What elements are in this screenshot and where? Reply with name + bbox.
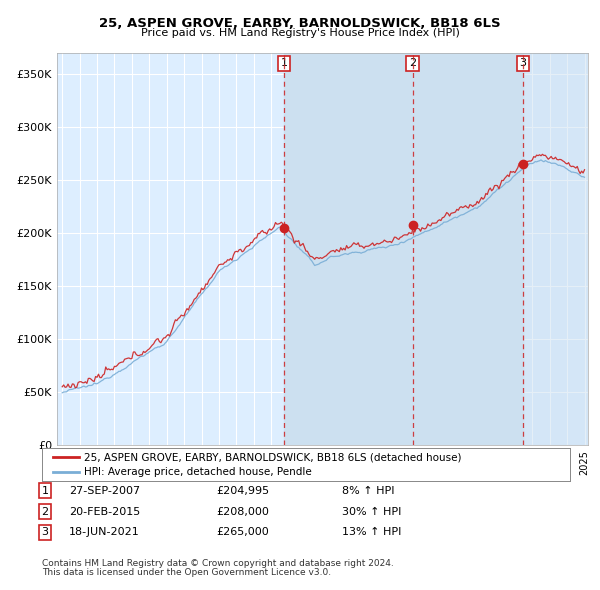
Text: Contains HM Land Registry data © Crown copyright and database right 2024.: Contains HM Land Registry data © Crown c… [42,559,394,568]
Text: HPI: Average price, detached house, Pendle: HPI: Average price, detached house, Pend… [84,467,312,477]
Text: 20-FEB-2015: 20-FEB-2015 [69,507,140,516]
Bar [523,53,588,445]
Text: 25, ASPEN GROVE, EARBY, BARNOLDSWICK, BB18 6LS (detached house): 25, ASPEN GROVE, EARBY, BARNOLDSWICK, BB… [84,453,462,463]
Text: £204,995: £204,995 [216,486,269,496]
Text: 3: 3 [520,58,526,68]
Bar [284,53,413,445]
Text: 1: 1 [281,58,287,68]
Text: 18-JUN-2021: 18-JUN-2021 [69,527,140,537]
Bar [413,53,523,445]
Text: Price paid vs. HM Land Registry's House Price Index (HPI): Price paid vs. HM Land Registry's House … [140,28,460,38]
Text: 3: 3 [41,527,49,537]
Text: 2: 2 [41,507,49,516]
Text: £208,000: £208,000 [216,507,269,516]
Text: 1: 1 [41,486,49,496]
Text: 8% ↑ HPI: 8% ↑ HPI [342,486,395,496]
Text: 27-SEP-2007: 27-SEP-2007 [69,486,140,496]
Text: £265,000: £265,000 [216,527,269,537]
Text: 2: 2 [409,58,416,68]
Text: 30% ↑ HPI: 30% ↑ HPI [342,507,401,516]
Text: This data is licensed under the Open Government Licence v3.0.: This data is licensed under the Open Gov… [42,568,331,577]
Text: 25, ASPEN GROVE, EARBY, BARNOLDSWICK, BB18 6LS: 25, ASPEN GROVE, EARBY, BARNOLDSWICK, BB… [99,17,501,30]
Text: 13% ↑ HPI: 13% ↑ HPI [342,527,401,537]
